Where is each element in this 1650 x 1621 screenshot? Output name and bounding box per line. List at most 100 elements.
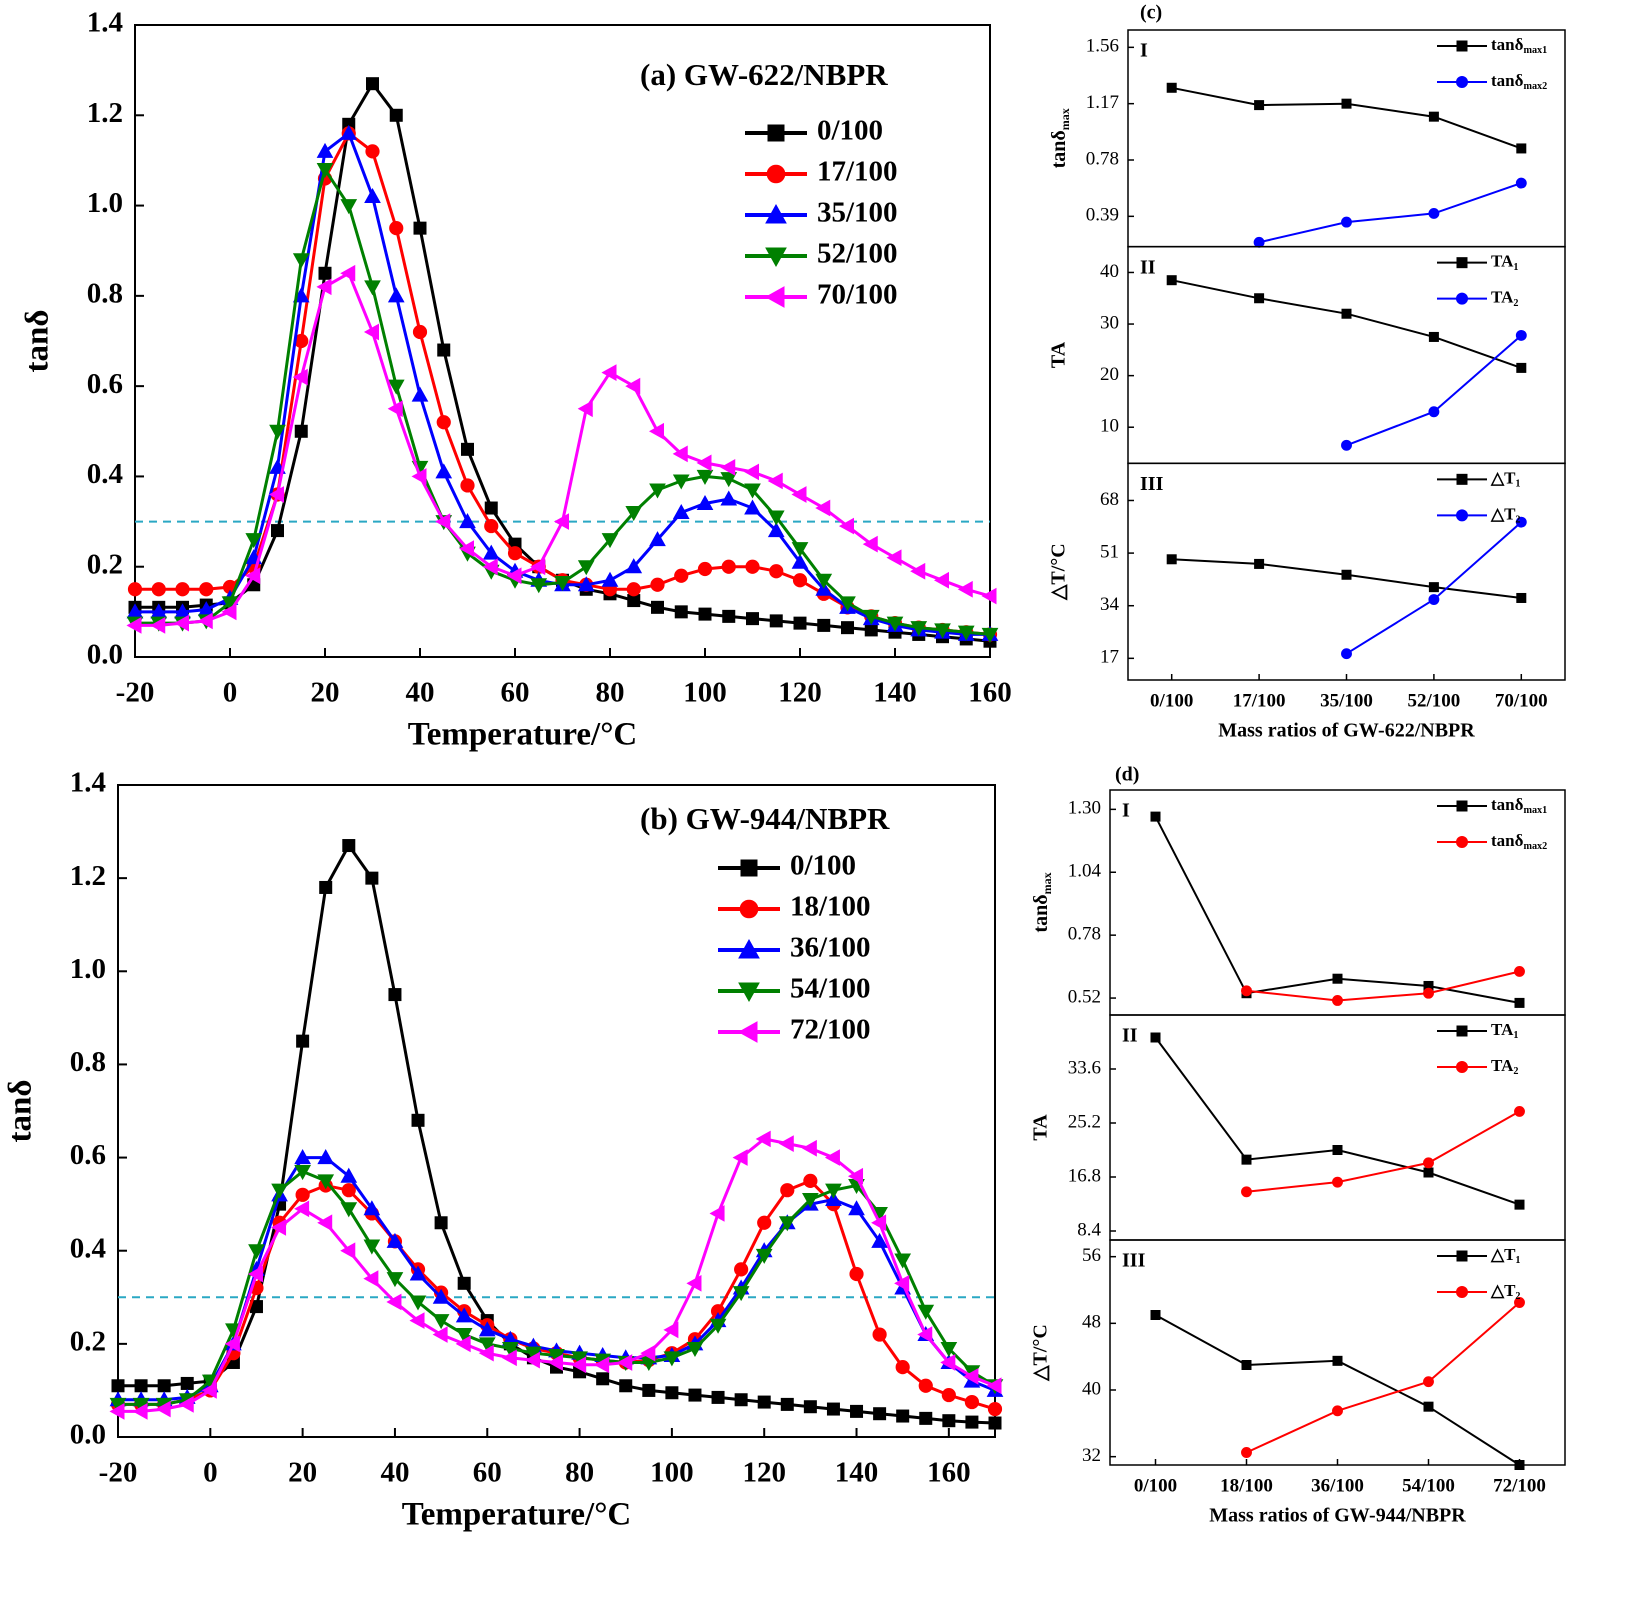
marker	[386, 1232, 404, 1248]
marker	[910, 562, 926, 580]
marker	[340, 199, 358, 215]
marker	[554, 576, 571, 592]
subplot-label: II	[1140, 256, 1156, 278]
marker	[957, 625, 975, 641]
y-tick-label: 16.8	[1068, 1165, 1101, 1186]
legend-marker	[764, 286, 785, 308]
y-axis-label: TA	[1030, 1114, 1052, 1141]
marker	[1428, 111, 1439, 122]
legend-marker	[767, 124, 785, 142]
marker	[387, 287, 405, 303]
series-line	[1171, 279, 1522, 369]
label-subscript: 2	[1513, 298, 1518, 309]
y-tick-label: 33.6	[1068, 1057, 1101, 1078]
marker	[987, 1401, 1003, 1417]
marker	[767, 510, 785, 526]
legend-marker	[1456, 836, 1468, 848]
marker	[801, 1139, 817, 1157]
marker	[1332, 1176, 1343, 1188]
subplot-label: II	[1122, 1025, 1138, 1047]
label-base: tanδ	[1491, 35, 1524, 54]
marker	[780, 1183, 795, 1198]
marker	[850, 1404, 864, 1418]
series-line	[1258, 182, 1522, 244]
marker	[1241, 985, 1252, 997]
marker	[319, 880, 333, 894]
marker	[340, 1202, 358, 1218]
marker	[1515, 516, 1527, 528]
marker	[364, 188, 381, 204]
label-base: tanδ	[1491, 831, 1524, 850]
marker	[803, 1173, 818, 1188]
marker	[1423, 987, 1434, 999]
subplot-label: III	[1122, 1250, 1146, 1272]
marker	[825, 1183, 842, 1199]
marker	[594, 1356, 610, 1374]
marker	[501, 1349, 517, 1367]
legend-label: tanδmax2	[1491, 71, 1547, 93]
marker	[364, 280, 381, 296]
x-tick-label: 140	[873, 677, 917, 709]
label-base: tanδ	[1491, 71, 1524, 90]
marker	[873, 1407, 887, 1421]
marker	[388, 988, 402, 1002]
marker	[389, 108, 403, 122]
marker	[1514, 1199, 1525, 1210]
marker	[501, 1342, 519, 1358]
x-tick-label: 160	[927, 1457, 971, 1489]
marker	[316, 142, 334, 158]
panel-title: (b) GW-944/NBPR	[640, 801, 890, 836]
marker	[791, 486, 807, 503]
marker	[482, 558, 498, 576]
legend-marker	[1456, 257, 1468, 269]
marker	[815, 499, 831, 517]
label-subscript: 2	[1515, 515, 1520, 526]
label-base: △T	[1490, 1245, 1516, 1264]
x-tick-label: 36/100	[1311, 1475, 1364, 1496]
marker	[1516, 143, 1527, 154]
marker	[663, 1321, 679, 1339]
marker	[1241, 1360, 1252, 1370]
legend-marker	[1456, 1286, 1468, 1298]
marker	[910, 621, 928, 637]
marker	[150, 617, 166, 634]
marker	[432, 1314, 450, 1330]
marker	[824, 1149, 840, 1166]
marker	[1514, 1105, 1525, 1117]
marker	[294, 424, 308, 438]
marker	[524, 1351, 540, 1369]
marker	[686, 1342, 704, 1358]
marker	[1166, 82, 1177, 93]
x-tick-label: 54/100	[1402, 1475, 1455, 1496]
legend-marker	[1456, 509, 1468, 522]
y-tick-label: 32	[1082, 1445, 1101, 1466]
marker	[862, 535, 878, 553]
marker	[175, 582, 190, 597]
marker	[271, 1219, 287, 1236]
marker	[455, 1328, 473, 1344]
legend-label: 36/100	[790, 932, 871, 964]
marker	[530, 558, 546, 576]
marker	[1428, 331, 1439, 342]
label-subscript: max	[1040, 872, 1054, 894]
marker	[896, 1409, 910, 1423]
marker	[1428, 594, 1440, 605]
legend-label: 0/100	[790, 850, 856, 882]
marker	[1341, 439, 1352, 451]
marker	[1515, 177, 1527, 189]
marker	[640, 1344, 656, 1362]
marker	[934, 623, 951, 639]
legend-label: TA2	[1491, 1056, 1518, 1078]
marker	[862, 609, 880, 625]
marker	[455, 1335, 471, 1353]
y-tick-label: 0.8	[70, 1046, 106, 1078]
marker	[841, 621, 854, 635]
marker	[294, 1149, 311, 1165]
legend-marker	[1456, 292, 1468, 305]
x-tick-label: 80	[565, 1457, 594, 1489]
marker	[530, 578, 548, 594]
marker	[269, 424, 286, 440]
marker	[484, 501, 498, 515]
marker	[484, 518, 499, 534]
marker	[769, 564, 784, 579]
